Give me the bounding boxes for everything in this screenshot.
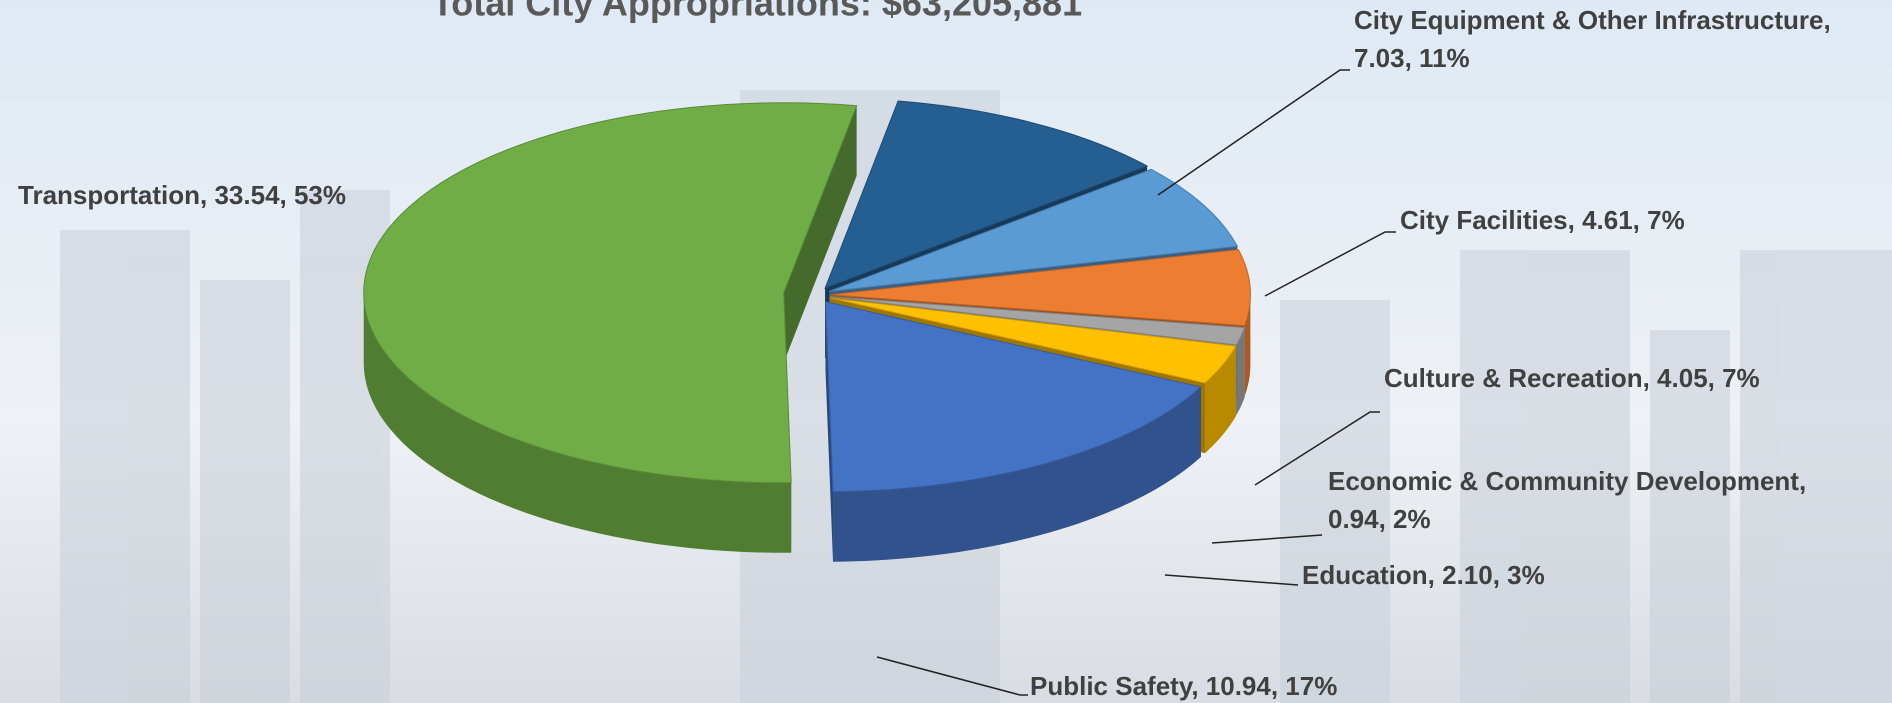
page: {"chart_data": { "type": "pie3d", "title… <box>0 0 1892 703</box>
chart-title: Total City Appropriations: $63,205,881 <box>432 0 1082 24</box>
data-label: Culture & Recreation, 4.05, 7% <box>1384 363 1760 393</box>
data-label: 0.94, 2% <box>1328 504 1431 534</box>
data-label: Economic & Community Development, <box>1328 466 1806 496</box>
data-label: Education, 2.10, 3% <box>1302 560 1545 590</box>
data-label: City Facilities, 4.61, 7% <box>1400 205 1685 235</box>
chart: Total City Appropriations: $63,205,881 C… <box>0 0 1892 703</box>
data-label: Transportation, 33.54, 53% <box>18 180 346 210</box>
data-label: Public Safety, 10.94, 17% <box>1030 671 1337 701</box>
data-label: City Equipment & Other Infrastructure, <box>1354 5 1831 35</box>
data-label: 7.03, 11% <box>1354 43 1470 73</box>
